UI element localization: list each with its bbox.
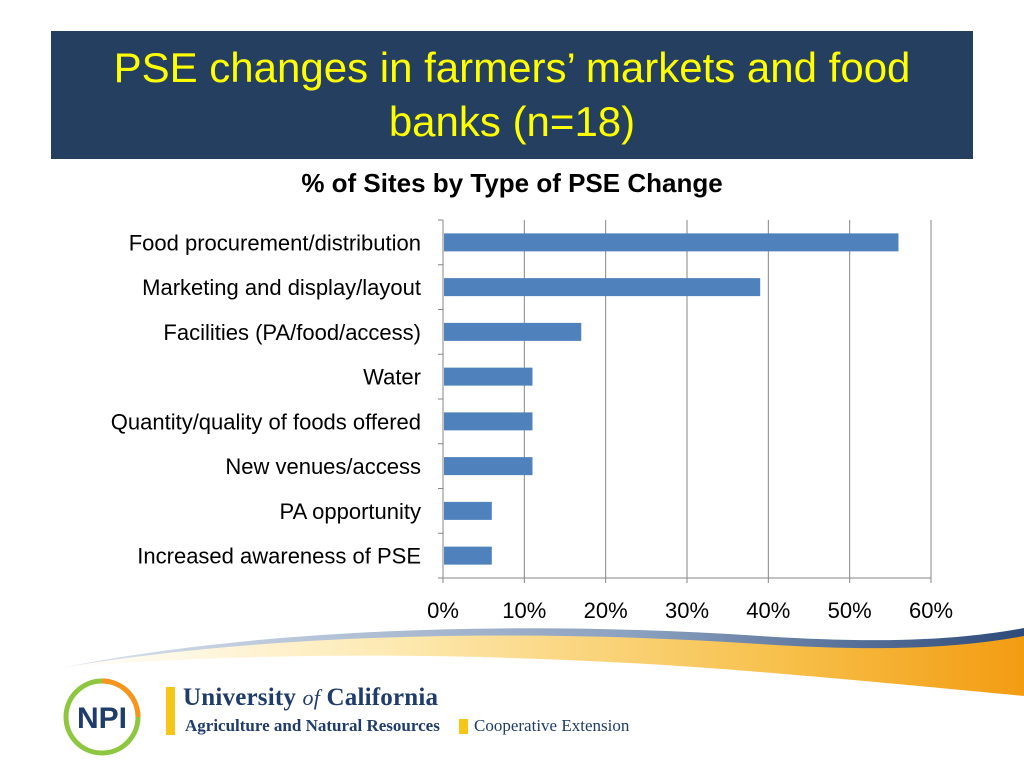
uc-accent-bar: [166, 687, 175, 735]
bar: [444, 322, 582, 341]
category-label: Food procurement/distribution: [129, 230, 421, 255]
x-tick-label: 40%: [746, 598, 790, 620]
chart-title: % of Sites by Type of PSE Change: [301, 168, 723, 198]
category-label: New venues/access: [225, 454, 421, 479]
bar: [444, 412, 533, 431]
category-label: PA opportunity: [280, 499, 421, 524]
bar: [444, 233, 899, 252]
cooperative-extension-label: Cooperative Extension: [474, 716, 630, 735]
x-tick-label: 0%: [427, 598, 459, 620]
uc-name-post: California: [320, 684, 439, 711]
university-name: University of California: [183, 684, 438, 712]
bar: [444, 278, 761, 297]
category-label: Facilities (PA/food/access): [163, 320, 421, 345]
uc-name-pre: University: [183, 684, 303, 711]
category-label: Water: [363, 365, 421, 390]
x-tick-label: 20%: [584, 598, 628, 620]
category-label: Marketing and display/layout: [142, 275, 421, 300]
x-tick-label: 60%: [909, 598, 953, 620]
category-label: Increased awareness of PSE: [137, 544, 421, 569]
bar-chart: Food procurement/distribution Marketing a…: [111, 219, 953, 620]
npi-logo: NPI: [63, 678, 141, 756]
x-tick-label: 30%: [665, 598, 709, 620]
bar: [444, 546, 492, 565]
bar: [444, 457, 533, 476]
slide-title: PSE changes in farmers’ markets and food…: [113, 44, 911, 145]
decorative-swoosh: [60, 628, 1024, 696]
x-tick-label: 50%: [828, 598, 872, 620]
npi-logo-text: NPI: [77, 702, 127, 735]
bar: [444, 501, 492, 520]
x-tick-label: 10%: [502, 598, 546, 620]
ce-accent-square: [459, 719, 468, 734]
title-banner: PSE changes in farmers’ markets and food…: [51, 31, 973, 159]
division-name: Agriculture and Natural Resources: [185, 716, 440, 735]
category-label: Quantity/quality of foods offered: [111, 409, 421, 434]
bar: [444, 367, 533, 386]
uc-name-of: of: [302, 685, 321, 710]
